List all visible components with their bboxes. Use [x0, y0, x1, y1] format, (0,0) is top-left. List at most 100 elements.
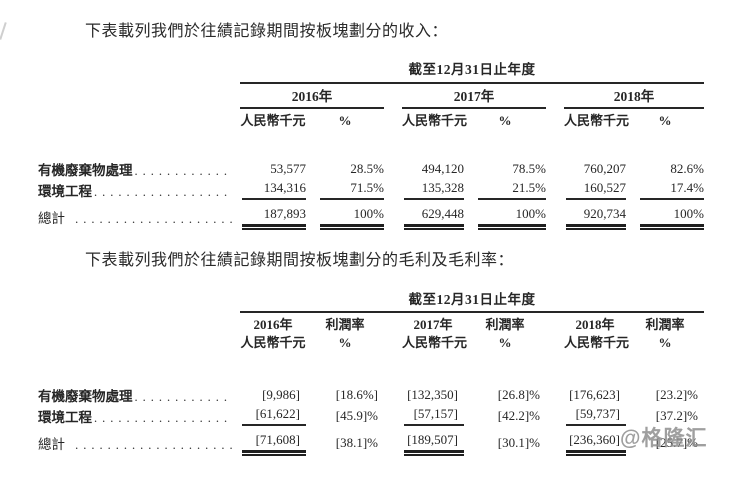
col-header-pct: %: [658, 113, 672, 129]
col-header-pct: %: [658, 335, 672, 351]
cell-value: 82.6%: [670, 161, 704, 177]
spacer-cell: [384, 200, 402, 227]
spacer-cell: [384, 405, 402, 426]
table-row-total: 總計 .................... 187,893 100% 629…: [38, 200, 704, 231]
dot-leader: .................: [94, 184, 233, 199]
spacer-cell: [546, 84, 564, 110]
row-label-text: 有機廢棄物處理: [38, 162, 133, 178]
spacer-cell: [38, 313, 240, 334]
row-label: 環境工程.................: [38, 179, 240, 200]
table-row-organic-waste: 有機廢棄物處理............ [9,986] [18.6%] [132…: [38, 384, 704, 405]
spacer-cell: [384, 158, 402, 179]
cell-value: [59,737]: [564, 405, 626, 427]
cell-total-value: 629,448: [402, 200, 464, 231]
spacer-cell: [384, 384, 402, 405]
cell-value: 53,577: [270, 161, 306, 177]
cell-value: 17.4%: [626, 179, 704, 201]
watermark: @格隆汇: [620, 427, 708, 450]
dot-leader: ....................: [67, 211, 238, 226]
span-header-row: 截至12月31日止年度: [38, 291, 704, 314]
dot-leader: ............: [134, 389, 232, 404]
row-label: 有機廢棄物處理............: [38, 158, 240, 179]
table-row-organic-waste: 有機廢棄物處理............ 53,577 28.5% 494,120…: [38, 158, 704, 179]
header-row-line2: 人民幣千元 % 人民幣千元 % 人民幣千元 %: [38, 334, 704, 352]
spacer-cell: [384, 109, 402, 130]
col-header-amount: 人民幣千元: [402, 335, 468, 351]
cell-total-value: 100%: [306, 200, 384, 231]
dot-leader: .................: [94, 410, 233, 425]
span-header-row: 截至12月31日止年度: [38, 61, 704, 84]
cell-value: [18.6%]: [335, 387, 378, 403]
header-row-line1: 2016年 利潤率 2017年 利潤率 2018年 利潤率: [38, 313, 704, 334]
col-header-pct: %: [498, 335, 512, 351]
table-row-environmental-eng: 環境工程................. 134,316 71.5% 135,…: [38, 179, 704, 201]
spacer-cell: [546, 109, 564, 130]
spacer-cell: [384, 334, 402, 352]
row-label: 有機廢棄物處理............: [38, 384, 240, 405]
spacer-cell: [38, 61, 240, 84]
spacer-cell: [38, 291, 240, 314]
cell-value: 760,207: [583, 161, 626, 177]
table-row-total: 總計 .................... [71,608] [38.1]%…: [38, 426, 704, 456]
gross-profit-table: 截至12月31日止年度 2016年 利潤率 2017年 利潤率 2018年 利潤…: [38, 291, 704, 456]
col-header-margin: 利潤率: [645, 317, 685, 333]
spacer-cell: [38, 109, 240, 130]
spacer-cell: [384, 84, 402, 110]
cell-total-value: [25.7]%: [655, 435, 698, 451]
page-edge-artifact: [0, 22, 7, 40]
spacer-cell: [546, 384, 564, 405]
cell-value: 21.5%: [464, 179, 546, 201]
row-label: 總計 ....................: [38, 200, 240, 227]
cell-value: 71.5%: [306, 179, 384, 201]
col-header-margin: 利潤率: [485, 317, 525, 333]
intro-paragraph-gross-profit: 下表載列我們於往績記錄期間按板塊劃分的毛利及毛利率：: [85, 252, 515, 270]
row-label-text: 有機廢棄物處理: [38, 388, 133, 404]
spacer-cell: [384, 179, 402, 200]
cell-total-value: [189,507]: [402, 426, 464, 456]
spacer-cell: [546, 405, 564, 426]
cell-value: 494,120: [421, 161, 464, 177]
spacer-cell: [384, 426, 402, 453]
cell-value: 135,328: [402, 179, 464, 201]
col-header-year-2018: 2018年: [575, 317, 615, 333]
spacer-cell: [546, 200, 564, 227]
subheader-row: 人民幣千元 % 人民幣千元 % 人民幣千元 %: [38, 109, 704, 130]
spacer-cell: [546, 179, 564, 200]
cell-value: [9,986]: [262, 387, 300, 403]
intro-paragraph-revenue: 下表載列我們於往績記錄期間按板塊劃分的收入：: [85, 23, 449, 40]
cell-value: [57,157]: [402, 405, 464, 427]
row-label-text: 環境工程: [38, 183, 92, 199]
cell-value: 134,316: [240, 179, 306, 201]
cell-total-value: [38.1]%: [335, 435, 378, 451]
row-label: 環境工程.................: [38, 405, 240, 426]
spacer-cell: [546, 334, 564, 352]
revenue-table: 截至12月31日止年度 2016年 2017年 2018年 人民幣千元 % 人民…: [38, 61, 704, 231]
cell-value: [45.9]%: [335, 408, 378, 424]
spacer-cell: [546, 313, 564, 334]
cell-value: [23.2]%: [655, 387, 698, 403]
spacer-row: [38, 352, 704, 384]
col-header-year-2016: 2016年: [253, 317, 293, 333]
cell-value: [42.2]%: [497, 408, 540, 424]
cell-value: 160,527: [564, 179, 626, 201]
cell-total-value: [30.1]%: [497, 435, 540, 451]
cell-total-value: 920,734: [564, 200, 626, 231]
cell-value: [176,623]: [569, 387, 620, 403]
col-header-pct: %: [498, 113, 512, 129]
cell-value: 28.5%: [350, 161, 384, 177]
spacer-cell: [38, 84, 240, 110]
cell-value: [37.2]%: [655, 408, 698, 424]
col-header-pct: %: [338, 113, 352, 129]
cell-total-value: [236,360]: [564, 426, 626, 456]
period-header: 截至12月31日止年度: [240, 61, 704, 84]
col-header-margin: 利潤率: [325, 317, 365, 333]
row-label-text: 環境工程: [38, 409, 92, 425]
year-header-2017: 2017年: [402, 84, 546, 110]
table-row-environmental-eng: 環境工程................. [61,622] [45.9]% […: [38, 405, 704, 427]
cell-total-value: 100%: [464, 200, 546, 231]
row-label-text: 總計: [38, 210, 65, 226]
col-header-amount: 人民幣千元: [240, 113, 306, 129]
col-header-amount: 人民幣千元: [564, 113, 630, 129]
year-header-2016: 2016年: [240, 84, 384, 110]
